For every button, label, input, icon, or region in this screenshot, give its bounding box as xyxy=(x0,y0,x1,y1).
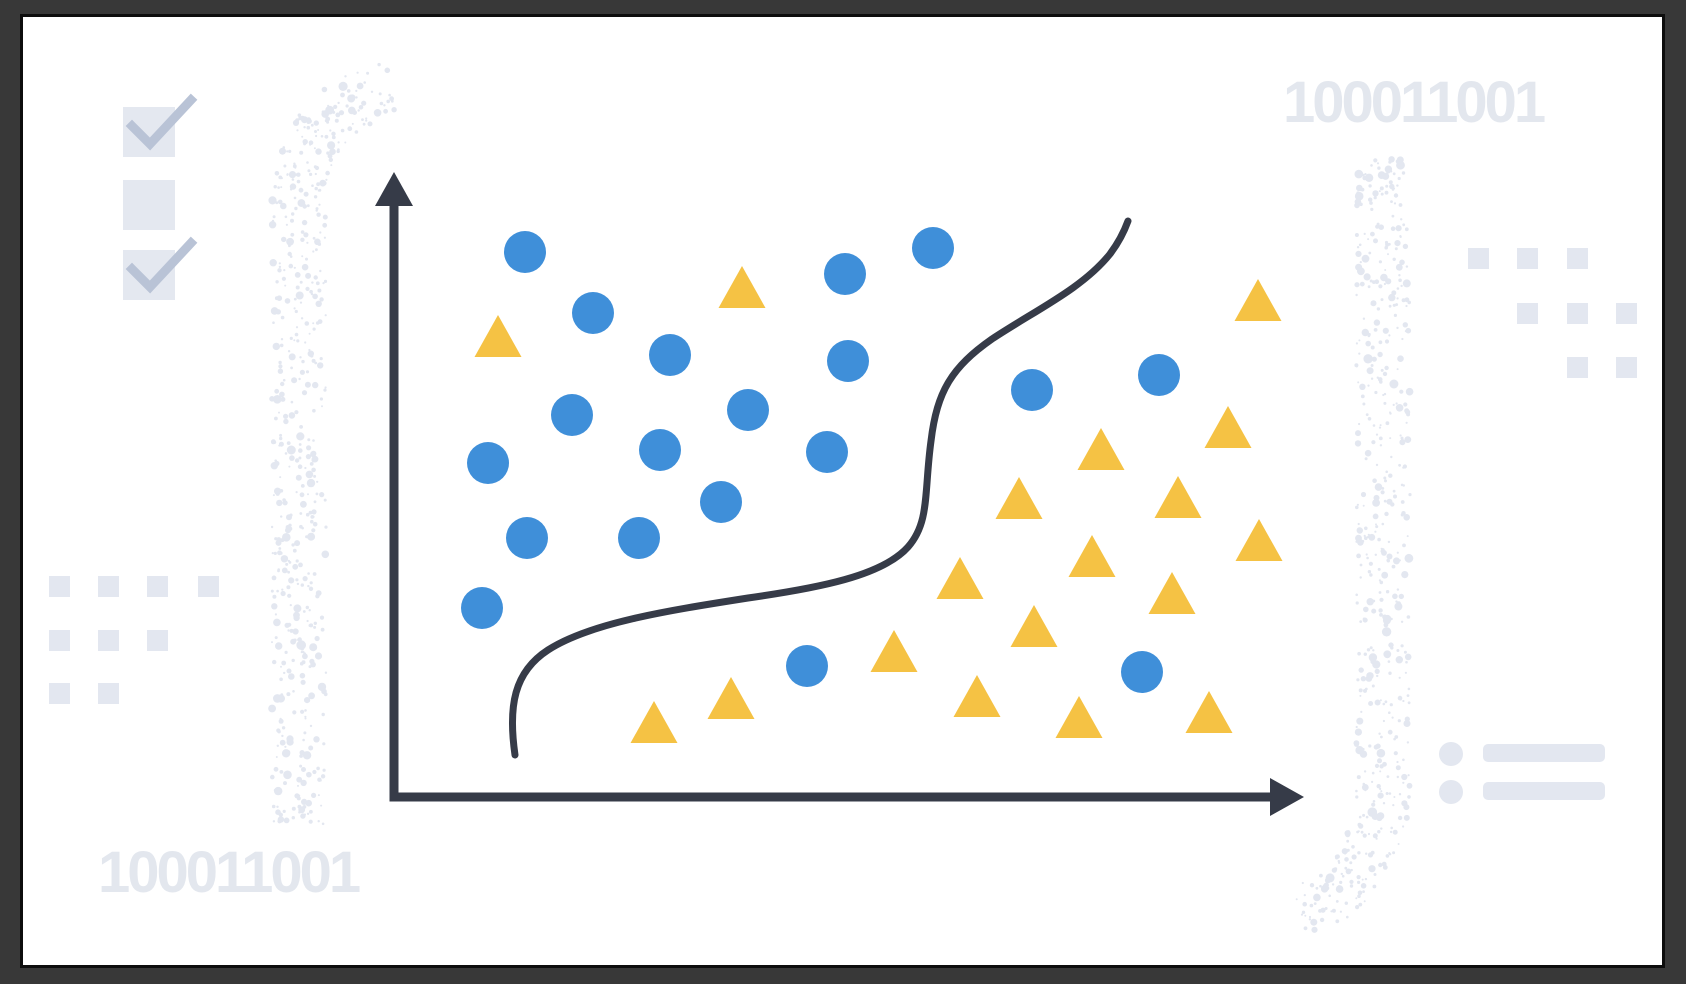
pixel-square xyxy=(1517,303,1538,324)
pixel-square xyxy=(1616,303,1637,324)
pixel-square xyxy=(98,576,119,597)
binary-digits-bottom-left: 100011001 xyxy=(98,840,361,905)
checkbox-empty xyxy=(123,180,175,230)
pixel-square xyxy=(198,576,219,597)
binary-digits-top-right: 100011001 xyxy=(1283,70,1546,135)
pixel-square xyxy=(1616,357,1637,378)
list-bullet-bar xyxy=(1483,744,1605,762)
pixel-square xyxy=(1517,248,1538,269)
list-bullet-dot xyxy=(1439,780,1463,804)
pixel-square xyxy=(1567,357,1588,378)
pixel-square xyxy=(147,630,168,651)
illustration-canvas xyxy=(23,17,1662,965)
pixel-square xyxy=(49,683,70,704)
checkbox-checked xyxy=(123,236,198,300)
pixel-square xyxy=(1567,303,1588,324)
checkbox-checked xyxy=(123,93,198,157)
pixel-square xyxy=(49,630,70,651)
pixel-square xyxy=(49,576,70,597)
pixel-square xyxy=(98,683,119,704)
pixel-square xyxy=(1567,248,1588,269)
pixel-square xyxy=(147,576,168,597)
pixel-square xyxy=(98,630,119,651)
checkmark-icon xyxy=(125,93,198,151)
list-bullet-dot xyxy=(1439,742,1463,766)
pixel-square xyxy=(1468,248,1489,269)
list-bullet-bar xyxy=(1483,782,1605,800)
checkmark-icon xyxy=(125,236,198,294)
